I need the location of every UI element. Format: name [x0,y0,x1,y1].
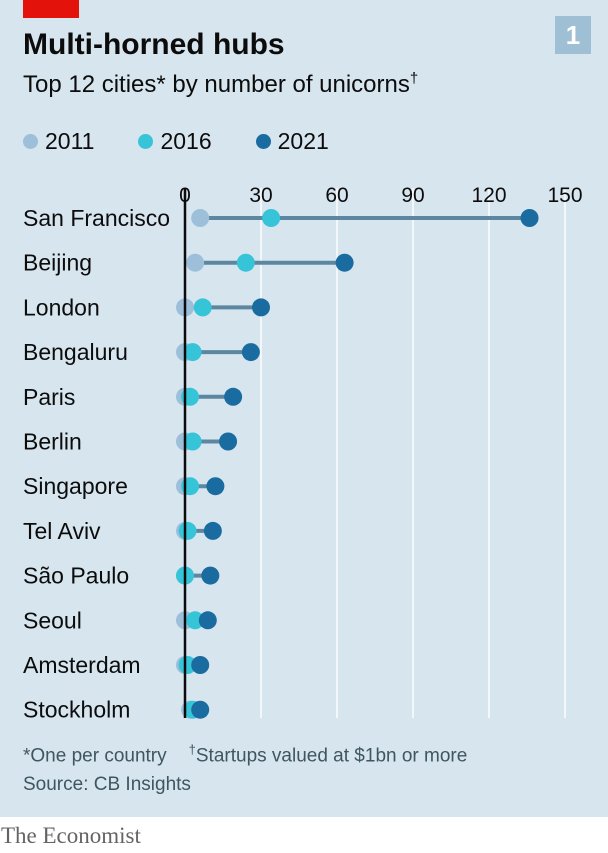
x-tick-label-60: 60 [325,184,348,207]
category-label-beijing: Beijing [23,250,92,276]
legend-swatch-2011 [23,134,38,149]
legend: 2011 2016 2021 [23,128,373,155]
footnote: *One per country †Startups valued at $1bn… [23,742,467,767]
footnote-one-per-country: *One per country [23,745,167,767]
legend-item-2021: 2021 [255,128,329,155]
dot-2016-tel-aviv [178,521,197,540]
dot-2011-san-francisco [191,209,210,227]
dot-2021-london [252,298,270,317]
dot-2016-amsterdam [178,656,197,674]
category-label-bengaluru: Bengaluru [23,339,128,365]
dot-2016-san-francisco [262,209,281,227]
dot-2021-tel-aviv [203,521,222,540]
source-note: Source: CB Insights [23,774,191,795]
legend-swatch-2021 [255,134,271,149]
dot-2021-paris [224,387,243,406]
legend-item-2011: 2011 [23,128,94,155]
category-label-seoul: Seoul [23,607,82,633]
subtitle-text: Top 12 cities* by number of unicorns [23,71,410,98]
dot-2021-san-francisco [520,209,539,227]
category-label-s-o-paulo: São Paulo [23,563,129,589]
dot-2021-stockholm [191,700,210,719]
category-label-tel-aviv: Tel Aviv [23,518,101,544]
legend-label-2016: 2016 [160,128,212,154]
chart-panel [0,0,608,817]
dot-2021-singapore [206,477,225,496]
dot-2021-beijing [335,253,354,272]
category-label-san-francisco: San Francisco [23,205,170,231]
category-label-paris: Paris [23,384,75,410]
legend-label-2021: 2021 [277,128,329,154]
dot-2016-berlin [183,432,202,451]
legend-swatch-2016 [138,134,154,149]
chart-number-badge: 1 [555,16,591,54]
x-tick-label-150: 150 [547,184,582,207]
category-label-stockholm: Stockholm [23,697,130,723]
dot-2021-s-o-paulo [201,566,220,585]
category-label-amsterdam: Amsterdam [23,652,141,678]
subtitle-dagger: † [409,70,419,87]
dot-2016-beijing [236,253,255,272]
category-label-singapore: Singapore [23,473,128,499]
footnote-unicorn-definition: Startups valued at $1bn or more [195,745,468,767]
dot-range-chart: 0306090120150San FranciscoBeijingLondonB… [23,184,583,723]
dot-2021-amsterdam [191,656,210,674]
chart-subtitle: Top 12 cities* by number of unicorns† [23,70,418,99]
brand-red-bar [23,0,79,18]
dot-2016-london [193,298,212,317]
x-tick-label-120: 120 [471,184,506,207]
dot-2016-seoul [186,611,205,630]
dot-2021-berlin [219,432,238,451]
category-label-berlin: Berlin [23,429,82,455]
legend-label-2011: 2011 [45,128,95,154]
category-label-london: London [23,294,100,320]
dot-2016-bengaluru [183,343,202,362]
chart-title: Multi-horned hubs [23,28,285,61]
dot-2011-beijing [186,253,205,272]
dot-2021-bengaluru [241,343,260,362]
dot-2021-seoul [198,611,217,630]
x-tick-label-90: 90 [401,184,424,207]
publisher-logo: The Economist [1,823,141,848]
x-tick-label-30: 30 [249,184,272,207]
footnote-dagger: † [188,742,196,757]
legend-item-2016: 2016 [138,128,212,155]
